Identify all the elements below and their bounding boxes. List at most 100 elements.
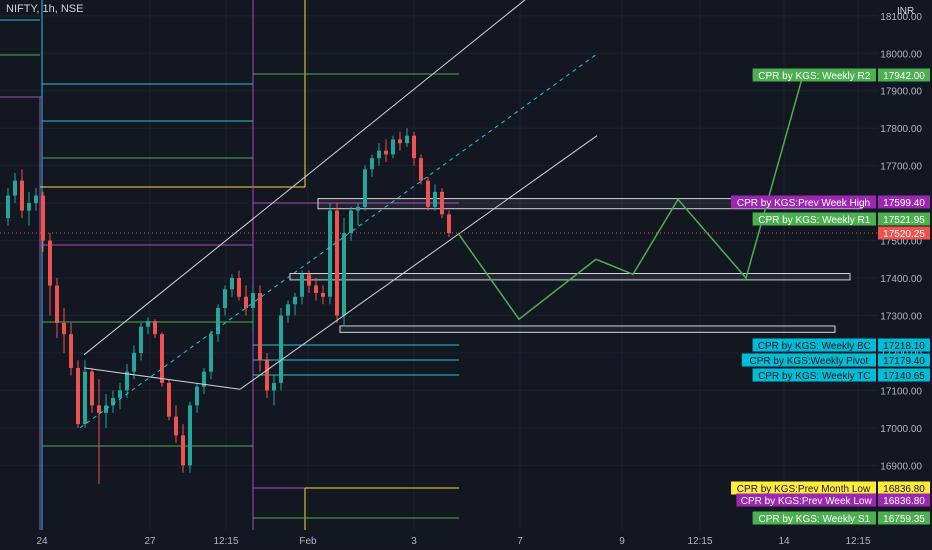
candle[interactable]	[41, 191, 45, 252]
candle-body	[153, 321, 157, 335]
candle[interactable]	[27, 191, 31, 226]
level-label: 17520.25	[878, 226, 930, 240]
candle[interactable]	[62, 307, 66, 353]
level-value-text: 17179.40	[883, 356, 925, 367]
candle[interactable]	[279, 307, 283, 391]
price-tick-label: 17900.00	[880, 87, 922, 98]
price-tick-label: 17500.00	[880, 237, 922, 248]
candle[interactable]	[111, 390, 115, 413]
candle[interactable]	[76, 360, 80, 428]
symbol-label: NIFTY	[6, 3, 37, 15]
candle[interactable]	[335, 203, 339, 323]
candle-body	[314, 285, 318, 294]
candle[interactable]	[20, 169, 24, 219]
candle[interactable]	[69, 322, 73, 376]
candle-body	[111, 397, 115, 406]
candle[interactable]	[349, 206, 353, 241]
level-label: 16836.80 CPR by KGS:Prev Week Low	[736, 493, 930, 507]
level-value-text: 17520.25	[883, 229, 925, 240]
candle[interactable]	[167, 379, 171, 421]
channel-middle-line[interactable]	[79, 52, 599, 429]
channel-upper-line[interactable]	[83, 0, 575, 356]
channel-lower-line[interactable]	[239, 135, 598, 390]
level-name-text: CPR by KGS:Prev Month Low	[737, 484, 871, 495]
candle[interactable]	[440, 188, 444, 219]
time-tick-label: 12:15	[213, 536, 238, 547]
level-value-text: 16836.80	[883, 484, 925, 495]
candle[interactable]	[426, 176, 430, 211]
separator: ,	[54, 3, 61, 15]
candle[interactable]	[181, 424, 185, 473]
candle[interactable]	[391, 135, 395, 159]
candle-body	[370, 158, 374, 170]
zone-rectangle[interactable]	[339, 325, 836, 333]
price-tick-label: 17100.00	[880, 386, 922, 397]
candle[interactable]	[13, 173, 17, 204]
candle[interactable]	[237, 270, 241, 301]
candle[interactable]	[265, 352, 269, 398]
candle[interactable]	[370, 154, 374, 177]
candle[interactable]	[125, 364, 129, 398]
candle[interactable]	[251, 285, 255, 331]
candle-body	[230, 278, 234, 290]
candle[interactable]	[230, 274, 234, 297]
candle[interactable]	[300, 270, 304, 305]
level-name-text: CPR by KGS:Weekly Pivot	[750, 356, 869, 367]
price-tick-label: 17300.00	[880, 311, 922, 322]
channel-lower-line[interactable]	[83, 367, 241, 390]
candle[interactable]	[209, 330, 213, 380]
candle[interactable]	[419, 154, 423, 185]
candle[interactable]	[363, 165, 367, 211]
candle[interactable]	[139, 322, 143, 361]
candle-body	[279, 315, 283, 383]
candle[interactable]	[244, 285, 248, 316]
candle[interactable]	[146, 317, 150, 335]
candle[interactable]	[97, 379, 101, 485]
candle[interactable]	[48, 233, 52, 316]
candles	[6, 128, 451, 485]
candle-body	[398, 139, 402, 144]
candle[interactable]	[55, 278, 59, 338]
candle[interactable]	[132, 345, 136, 380]
candle[interactable]	[6, 188, 10, 226]
candle[interactable]	[286, 300, 290, 323]
candle[interactable]	[153, 319, 157, 338]
candle[interactable]	[216, 304, 220, 342]
candle[interactable]	[321, 285, 325, 305]
candle[interactable]	[293, 293, 297, 316]
candle[interactable]	[195, 382, 199, 413]
candle-body	[426, 180, 430, 207]
candle[interactable]	[90, 367, 94, 413]
candle[interactable]	[83, 360, 87, 428]
candle[interactable]	[258, 285, 262, 372]
candle[interactable]	[433, 184, 437, 211]
candle[interactable]	[223, 285, 227, 316]
candle[interactable]	[118, 382, 122, 410]
price-tick-label: 17700.00	[880, 162, 922, 173]
candle[interactable]	[398, 131, 402, 151]
candle[interactable]	[356, 203, 360, 226]
candle[interactable]	[342, 218, 346, 327]
candle[interactable]	[34, 188, 38, 211]
candle[interactable]	[328, 203, 332, 305]
candle[interactable]	[412, 131, 416, 166]
level-value-box	[878, 212, 930, 226]
candle-body	[174, 416, 178, 436]
candle[interactable]	[384, 139, 388, 162]
candle[interactable]	[447, 210, 451, 237]
candle[interactable]	[377, 143, 381, 166]
level-value-box	[878, 481, 930, 495]
candle[interactable]	[272, 375, 276, 406]
projection-path[interactable]	[457, 74, 804, 321]
candle[interactable]	[202, 367, 206, 395]
candle[interactable]	[314, 278, 318, 301]
candle-body	[258, 293, 262, 361]
candle[interactable]	[160, 332, 164, 387]
candle[interactable]	[188, 401, 192, 473]
candle[interactable]	[405, 128, 409, 147]
candle[interactable]	[307, 270, 311, 294]
candle-body	[188, 405, 192, 466]
level-value-text: 17599.40	[883, 198, 925, 209]
candle[interactable]	[174, 405, 178, 443]
